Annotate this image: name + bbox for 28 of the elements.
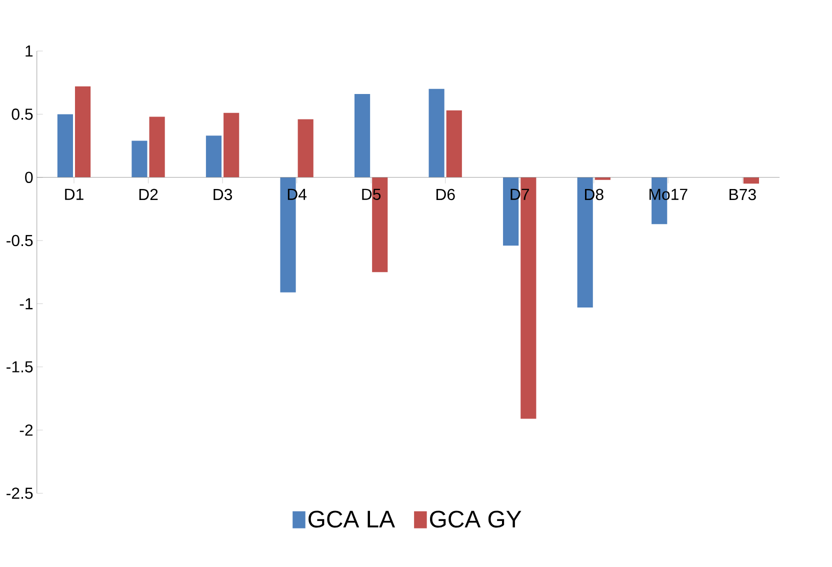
legend-label: GCA GY [430, 510, 522, 528]
bar [594, 177, 610, 180]
bar [743, 177, 760, 184]
bar [298, 119, 314, 178]
y-tick-label: -2.5 [6, 488, 33, 499]
legend-label: GCA LA [308, 510, 395, 528]
y-tick-label: 1 [26, 46, 33, 57]
bar [224, 112, 240, 178]
bar [74, 86, 91, 178]
bar [132, 140, 148, 178]
bar [206, 136, 222, 178]
bar [446, 110, 462, 178]
y-tick-label: -2 [20, 424, 33, 436]
bar [57, 114, 73, 178]
bar [428, 88, 444, 178]
x-tick-label: D2 [139, 188, 158, 200]
y-tick-label: 0 [25, 172, 33, 184]
bar [149, 116, 165, 178]
x-tick-label: D1 [65, 188, 84, 200]
x-tick-label: D6 [436, 188, 455, 200]
x-tick-label: B73 [730, 188, 756, 200]
y-tick-label: -1.5 [6, 361, 33, 372]
x-tick-label: D7 [510, 188, 529, 200]
x-tick-label: D3 [214, 188, 232, 200]
y-tick-label: 0.5 [12, 108, 33, 120]
y-tick-label: -0.5 [6, 234, 33, 246]
bar [354, 94, 370, 178]
y-tick-label: -1 [20, 298, 33, 310]
